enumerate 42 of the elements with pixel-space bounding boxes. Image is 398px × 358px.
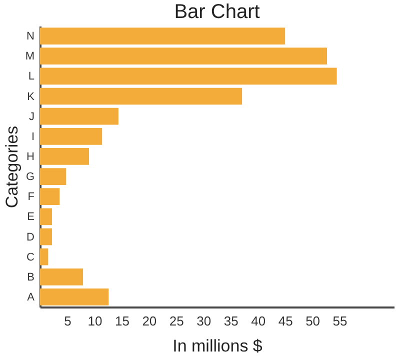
bar [40,28,286,44]
bar [40,228,52,246]
y-tick-label: K [27,90,36,103]
bar [40,148,90,165]
bar [40,128,102,145]
bar [40,268,84,286]
bar [40,168,66,185]
y-tick-label: A [27,291,36,304]
y-tick-label: M [25,50,34,63]
y-tick-label: I [31,130,34,143]
y-tick-label: G [26,171,34,184]
x-tick-label: 35 [224,314,238,328]
y-axis-title: Categories [2,126,22,208]
bar [40,48,328,65]
x-tick-label: 50 [306,314,320,328]
y-tick-label: F [28,191,35,204]
x-tick-label: 30 [196,314,212,328]
x-tick-label: 5 [64,314,72,328]
bar [40,68,337,85]
bar [40,88,242,105]
y-tick-label: D [26,231,35,244]
x-tick-label: 55 [332,314,348,328]
bar [40,108,118,125]
y-tick-label: N [26,30,35,43]
y-tick-label: E [27,211,34,224]
y-tick-label: H [26,150,35,163]
x-tick-label: 15 [114,314,130,328]
bar [40,208,52,226]
x-tick-label: 10 [88,314,102,328]
bar [40,248,48,266]
chart-title: Bar Chart [174,1,260,23]
x-tick-label: 20 [142,314,157,328]
y-tick-label: B [27,271,34,284]
y-tick-label: C [26,251,35,264]
bar [40,188,60,206]
y-tick-label: L [28,70,34,83]
bar [40,288,109,306]
y-tick-label: J [29,110,34,123]
x-axis-title: In millions $ [172,336,263,356]
x-tick-label: 45 [278,314,293,328]
x-tick-label: 25 [169,314,184,328]
x-tick-label: 40 [251,314,266,328]
